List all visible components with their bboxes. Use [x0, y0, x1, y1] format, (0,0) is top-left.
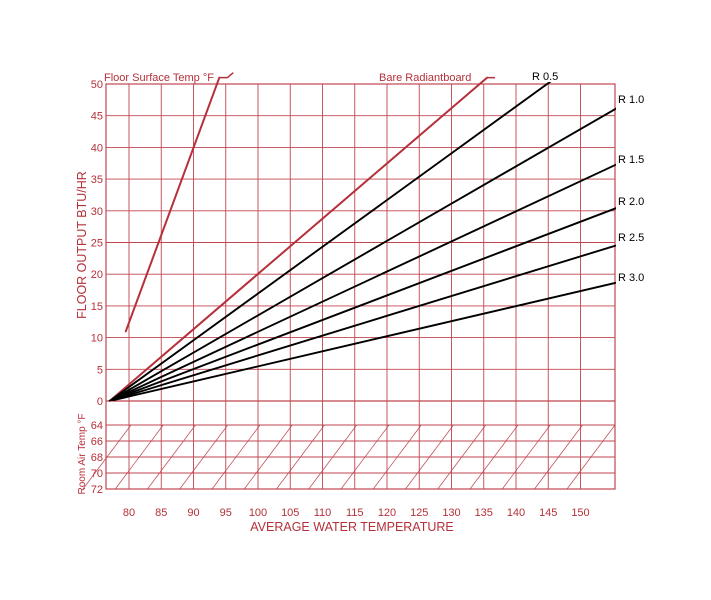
y-tick-label: 10 [91, 333, 103, 345]
series-line-r-2-0 [108, 207, 616, 401]
floor-surface-temp-label: Floor Surface Temp °F [104, 72, 214, 84]
y-tick-label: 35 [91, 174, 103, 186]
room-tick-label: 72 [91, 484, 103, 496]
x-tick-label: 130 [442, 507, 460, 519]
y-tick-label: 15 [91, 301, 103, 313]
room-tick-label: 68 [91, 452, 103, 464]
series-line-r-0-5 [108, 82, 552, 401]
series-line-bare-radiantboard [108, 76, 488, 402]
r20-label: R 2.0 [618, 196, 644, 208]
r30-label: R 3.0 [618, 272, 644, 284]
x-axis-title: AVERAGE WATER TEMPERATURE [250, 520, 454, 534]
room-diagonal [243, 424, 293, 490]
y-axis-title: FLOOR OUTPUT BTU/HR [75, 171, 89, 319]
room-diagonal [340, 424, 390, 490]
room-diagonal [534, 424, 583, 490]
room-tick-label: 70 [91, 468, 103, 480]
r10-label: R 1.0 [618, 94, 644, 106]
x-tick-label: 150 [571, 507, 589, 519]
y-tick-label: 30 [91, 206, 103, 218]
bare-radiantboard-label: Bare Radiantboard [379, 72, 471, 84]
r25-label: R 2.5 [618, 232, 644, 244]
y-tick-label: 0 [97, 396, 103, 408]
series-line-r-3-0 [108, 281, 616, 401]
tick-labels: 80 85 90 95 100 105 110 115 120 125 130 135 140 145 15… [91, 79, 590, 519]
x-tick-label: 120 [378, 507, 396, 519]
y-tick-label: 50 [91, 79, 103, 91]
x-tick-label: 100 [249, 507, 267, 519]
room-diagonal [405, 424, 454, 490]
room-diagonal [372, 424, 422, 490]
room-temp-diagonals [82, 424, 616, 490]
plot-frame [105, 83, 616, 490]
r15-label: R 1.5 [618, 154, 644, 166]
y-tick-label: 5 [97, 364, 103, 376]
x-tick-label: 140 [507, 507, 525, 519]
room-diagonal [308, 424, 358, 490]
y-tick-label: 45 [91, 111, 103, 123]
room-diagonal [437, 424, 487, 490]
y-tick-label: 20 [91, 269, 103, 281]
series-line-r-1-0 [108, 107, 616, 401]
y-tick-label: 40 [91, 142, 103, 154]
x-tick-label: 105 [281, 507, 299, 519]
room-diagonal [276, 424, 325, 490]
x-tick-label: 110 [314, 507, 332, 519]
room-diagonal [82, 424, 132, 490]
grid [105, 83, 616, 490]
x-tick-label: 90 [187, 507, 199, 519]
x-tick-label: 145 [539, 507, 557, 519]
x-tick-label: 115 [346, 507, 364, 519]
x-tick-label: 125 [410, 507, 428, 519]
x-tick-label: 135 [475, 507, 493, 519]
series-line-r-1-5 [108, 163, 616, 401]
x-tick-label: 95 [220, 507, 232, 519]
floor-surface-leader [219, 72, 234, 79]
room-diagonal [501, 424, 551, 490]
room-diagonal [566, 424, 616, 490]
room-axis-title: Room Air Temp °F [77, 413, 88, 494]
room-tick-label: 64 [91, 420, 103, 432]
room-tick-label: 66 [91, 436, 103, 448]
y-tick-label: 25 [91, 238, 103, 250]
r05-label: R 0.5 [532, 71, 558, 83]
room-diagonal [211, 424, 261, 490]
x-tick-label: 85 [155, 507, 167, 519]
room-diagonal [147, 424, 196, 490]
room-diagonal [179, 424, 229, 490]
data-lines [108, 72, 616, 402]
x-tick-label: 80 [123, 507, 135, 519]
series-line-floor-surface-temp-f [124, 76, 221, 333]
room-diagonal [114, 424, 164, 490]
series-line-r-2-5 [108, 244, 616, 401]
room-diagonal [469, 424, 519, 490]
